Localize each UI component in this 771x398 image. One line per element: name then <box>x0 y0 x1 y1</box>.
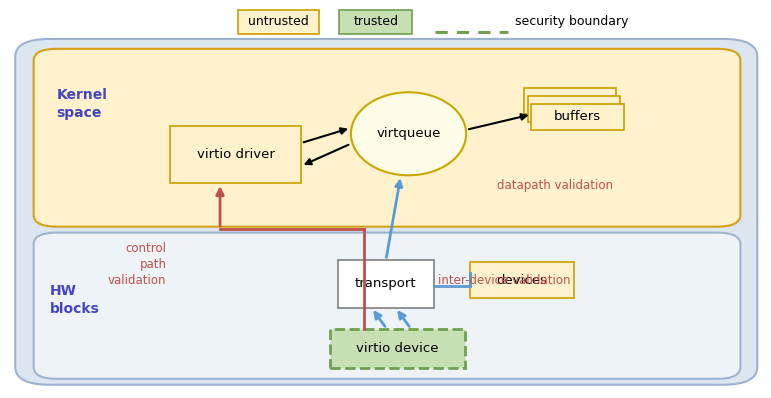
Text: HW
blocks: HW blocks <box>50 284 99 316</box>
Text: datapath validation: datapath validation <box>497 179 613 192</box>
Bar <box>527 96 620 122</box>
Bar <box>170 126 301 183</box>
Bar <box>470 262 574 298</box>
Bar <box>524 88 616 114</box>
Text: security boundary: security boundary <box>514 16 628 28</box>
Text: untrusted: untrusted <box>248 16 308 28</box>
Bar <box>338 260 434 308</box>
Bar <box>339 10 412 34</box>
Text: virtqueue: virtqueue <box>376 127 441 140</box>
Text: control
path
validation: control path validation <box>108 242 167 287</box>
Ellipse shape <box>351 92 466 175</box>
Bar <box>330 329 465 368</box>
Text: buffers: buffers <box>554 111 601 123</box>
Text: devices: devices <box>497 273 547 287</box>
FancyBboxPatch shape <box>15 39 757 385</box>
Text: transport: transport <box>355 277 416 291</box>
Text: inter-device validation: inter-device validation <box>438 273 571 287</box>
Text: virtio driver: virtio driver <box>197 148 274 161</box>
Text: virtio device: virtio device <box>356 342 439 355</box>
FancyBboxPatch shape <box>34 232 740 379</box>
FancyBboxPatch shape <box>34 49 740 227</box>
Text: Kernel
space: Kernel space <box>57 88 108 120</box>
Bar <box>238 10 318 34</box>
Bar <box>531 104 624 130</box>
Text: trusted: trusted <box>353 16 399 28</box>
